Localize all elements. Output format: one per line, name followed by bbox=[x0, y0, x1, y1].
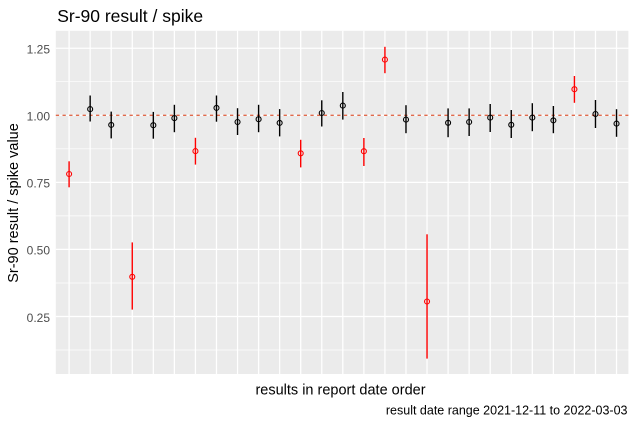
svg-text:1.25: 1.25 bbox=[27, 43, 51, 57]
svg-text:0.75: 0.75 bbox=[27, 177, 51, 191]
svg-text:Sr-90 result / spike: Sr-90 result / spike bbox=[57, 6, 203, 26]
svg-text:0.25: 0.25 bbox=[27, 311, 51, 325]
svg-text:1.00: 1.00 bbox=[27, 110, 51, 124]
svg-text:result date range 2021-12-11 t: result date range 2021-12-11 to 2022-03-… bbox=[386, 404, 628, 418]
svg-text:0.50: 0.50 bbox=[27, 244, 51, 258]
svg-text:results in report date order: results in report date order bbox=[255, 383, 425, 399]
svg-text:Sr-90 result / spike value: Sr-90 result / spike value bbox=[6, 123, 22, 283]
